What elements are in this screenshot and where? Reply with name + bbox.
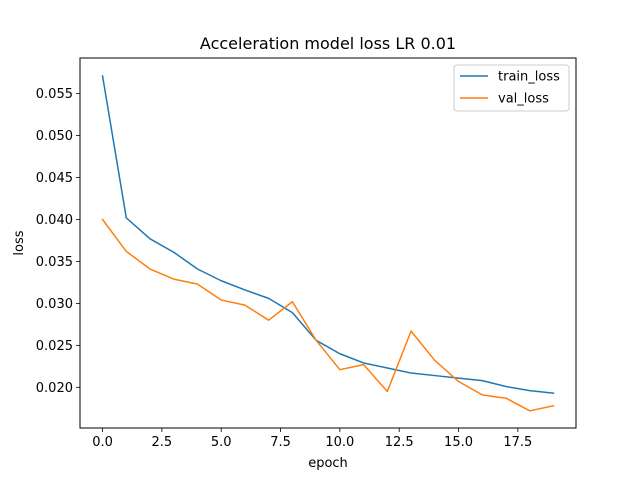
y-tick-label: 0.025: [36, 339, 73, 354]
y-tick-label: 0.050: [36, 129, 73, 144]
series-line-train_loss: [101, 75, 555, 395]
x-tick-label: 5.0: [211, 435, 232, 450]
plot-frame: [79, 57, 577, 429]
y-tick-label: 0.020: [36, 381, 73, 396]
x-tick-label: 12.5: [385, 435, 414, 450]
x-tick-label: 0.0: [92, 435, 113, 450]
y-axis-label: loss: [12, 230, 27, 255]
legend-label-train_loss: train_loss: [498, 70, 560, 85]
y-tick-label: 0.035: [36, 255, 73, 270]
x-tick-label: 7.5: [270, 435, 291, 450]
x-tick-label: 17.5: [503, 435, 532, 450]
legend-label-val_loss: val_loss: [498, 92, 549, 107]
x-tick-label: 10.0: [325, 435, 354, 450]
legend: train_loss val_loss: [453, 64, 570, 112]
x-tick-label: 2.5: [152, 435, 173, 450]
plot-area: [101, 75, 555, 412]
series-line-val_loss: [101, 218, 555, 412]
y-tick-label: 0.055: [36, 87, 73, 102]
x-tick-label: 15.0: [444, 435, 473, 450]
y-tick-label: 0.030: [36, 297, 73, 312]
axis-ticks: 0.0 2.5 5.0 7.5 10.0 12.5 15.0 17.5 0.020 0.025 0.…: [36, 87, 533, 450]
x-axis-label: epoch: [308, 456, 348, 471]
chart-title: Acceleration model loss LR 0.01: [200, 34, 456, 53]
y-tick-label: 0.040: [36, 213, 73, 228]
y-tick-label: 0.045: [36, 171, 73, 186]
